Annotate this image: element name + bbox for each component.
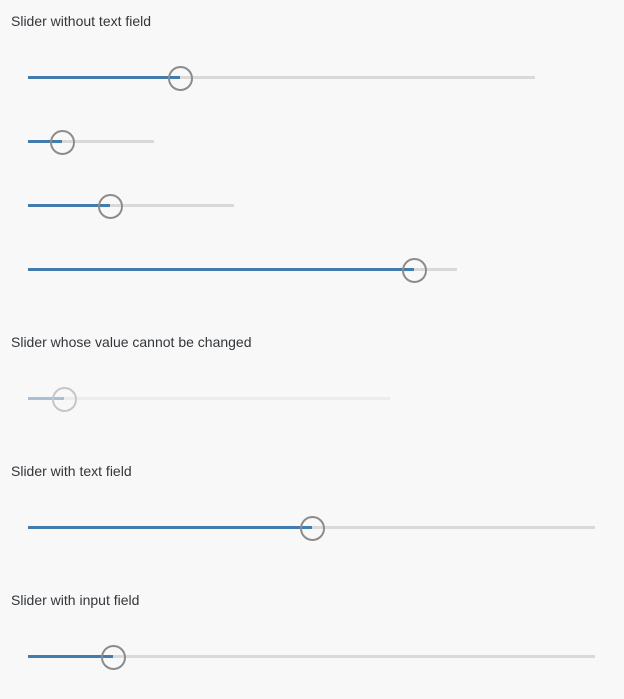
slider-progress bbox=[28, 204, 111, 207]
slider-handle[interactable] bbox=[168, 66, 194, 91]
slider-track[interactable] bbox=[28, 76, 535, 79]
section-title-slider-without-text-field: Slider without text field bbox=[11, 13, 152, 29]
slider-handle[interactable] bbox=[101, 645, 127, 670]
slider-track[interactable] bbox=[28, 204, 234, 207]
slider-progress bbox=[28, 76, 181, 79]
slider-1[interactable] bbox=[28, 64, 535, 92]
slider-track bbox=[28, 397, 390, 400]
slider-2[interactable] bbox=[28, 128, 154, 156]
slider-progress bbox=[28, 655, 114, 658]
slider-4[interactable] bbox=[28, 256, 457, 284]
slider-progress bbox=[28, 268, 415, 271]
slider-input-field[interactable] bbox=[28, 643, 595, 671]
slider-handle[interactable] bbox=[98, 194, 124, 219]
slider-handle bbox=[52, 387, 78, 412]
slider-readonly bbox=[28, 385, 390, 413]
section-title-slider-readonly: Slider whose value cannot be changed bbox=[11, 334, 252, 350]
slider-text-field[interactable] bbox=[28, 514, 595, 542]
slider-track[interactable] bbox=[28, 140, 154, 143]
section-title-slider-with-text-field: Slider with text field bbox=[11, 463, 132, 479]
slider-handle[interactable] bbox=[50, 130, 76, 155]
section-title-slider-with-input-field: Slider with input field bbox=[11, 592, 140, 608]
slider-handle[interactable] bbox=[402, 258, 428, 283]
slider-track[interactable] bbox=[28, 655, 595, 658]
slider-progress bbox=[28, 526, 312, 529]
slider-3[interactable] bbox=[28, 192, 234, 220]
slider-progress bbox=[28, 397, 65, 400]
slider-handle[interactable] bbox=[299, 516, 325, 541]
slider-progress bbox=[28, 140, 63, 143]
